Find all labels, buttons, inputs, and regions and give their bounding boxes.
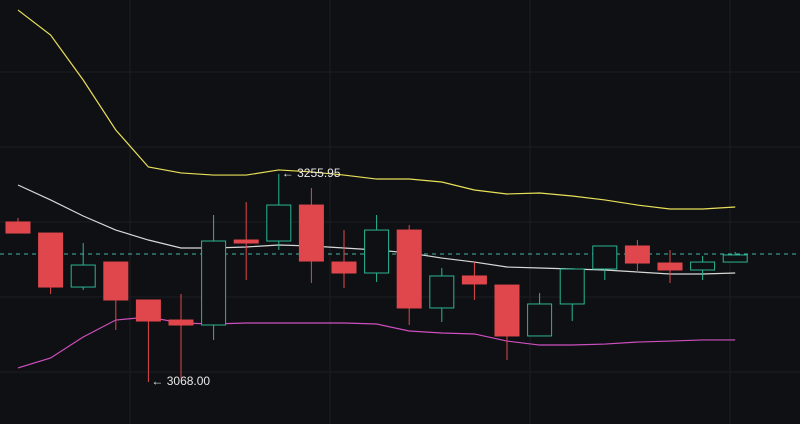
candle-body — [722, 254, 748, 263]
candle-body — [494, 284, 520, 337]
candle-body — [429, 275, 455, 309]
band-line — [17, 9, 736, 210]
candle-body — [168, 319, 194, 326]
candle-body — [331, 261, 357, 274]
candle-body — [690, 261, 716, 271]
min-label: ← 3068.00 — [151, 374, 210, 388]
max-label: ← 3255.95 — [282, 166, 341, 180]
candle-body — [592, 245, 618, 270]
candle-body — [201, 240, 227, 326]
candle-body — [461, 275, 487, 285]
candle-body — [657, 262, 683, 271]
candle-body — [298, 204, 324, 262]
candle-body — [233, 239, 259, 244]
candle-body — [103, 261, 129, 301]
candle-body — [559, 268, 585, 305]
candle-body — [38, 232, 64, 288]
candle-body — [5, 221, 31, 234]
candle-body — [266, 204, 292, 242]
candle-body — [624, 245, 650, 264]
candle-body — [527, 303, 553, 337]
candle-body — [70, 264, 96, 288]
candle-body — [135, 299, 161, 322]
candle-body — [396, 229, 422, 309]
candle-body — [364, 229, 390, 274]
band-line — [17, 316, 736, 369]
